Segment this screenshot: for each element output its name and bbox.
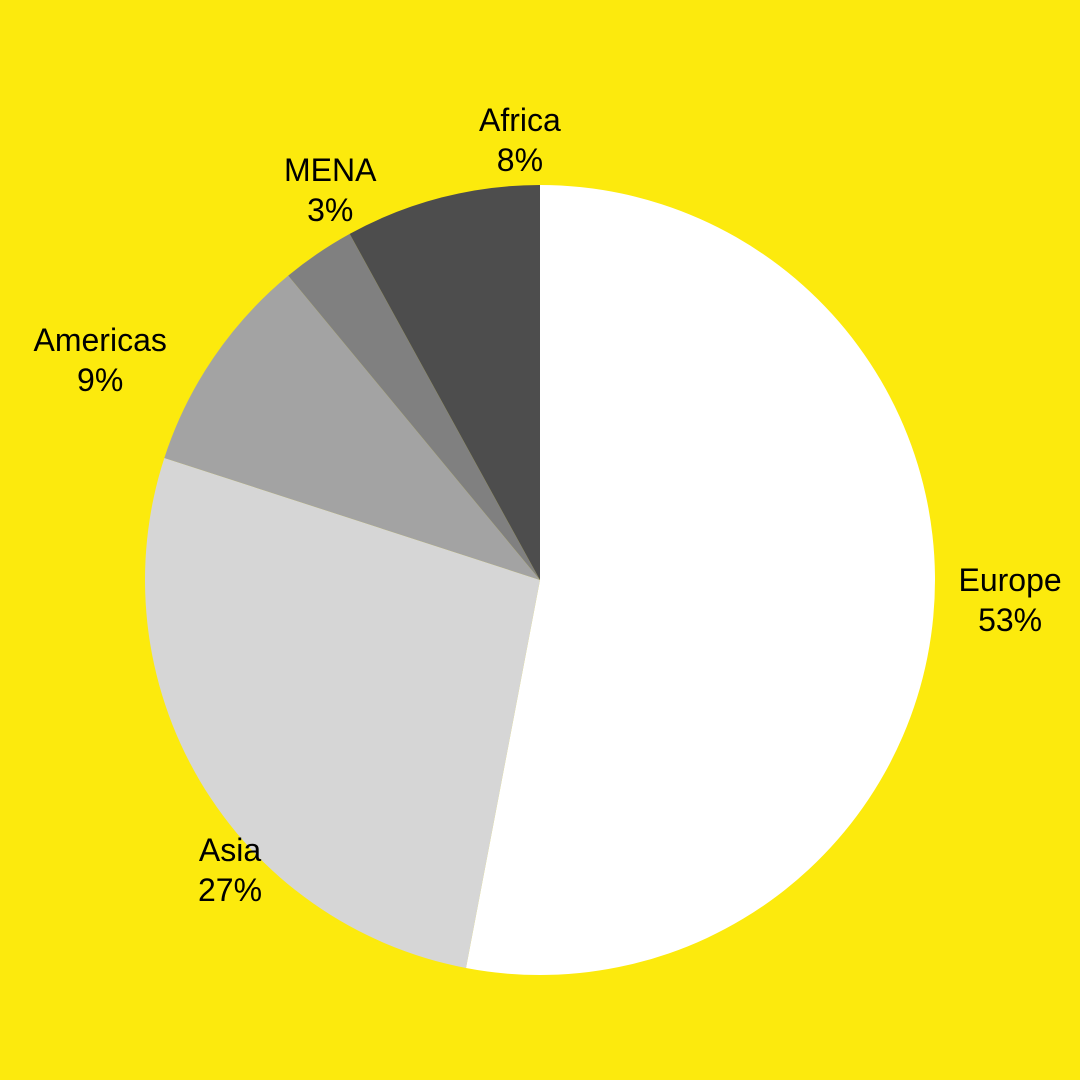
slice-label-percent: 53%	[959, 600, 1062, 640]
slice-label-percent: 8%	[479, 140, 561, 180]
slice-label-name: Americas	[34, 320, 167, 360]
slice-label-percent: 27%	[198, 870, 262, 910]
slice-label-name: MENA	[284, 150, 376, 190]
slice-label-asia: Asia27%	[198, 830, 262, 910]
slice-label-americas: Americas9%	[34, 320, 167, 400]
slice-label-name: Europe	[959, 560, 1062, 600]
slice-label-percent: 3%	[284, 190, 376, 230]
slice-label-name: Asia	[198, 830, 262, 870]
slice-label-mena: MENA3%	[284, 150, 376, 230]
slice-label-europe: Europe53%	[959, 560, 1062, 640]
slice-label-name: Africa	[479, 100, 561, 140]
pie-chart-stage: Europe53% Asia27% Americas9% MENA3% Africa8%	[0, 0, 1080, 1080]
slice-label-africa: Africa8%	[479, 100, 561, 180]
slice-label-percent: 9%	[34, 360, 167, 400]
